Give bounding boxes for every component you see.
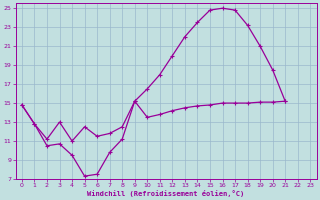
X-axis label: Windchill (Refroidissement éolien,°C): Windchill (Refroidissement éolien,°C) — [87, 190, 245, 197]
